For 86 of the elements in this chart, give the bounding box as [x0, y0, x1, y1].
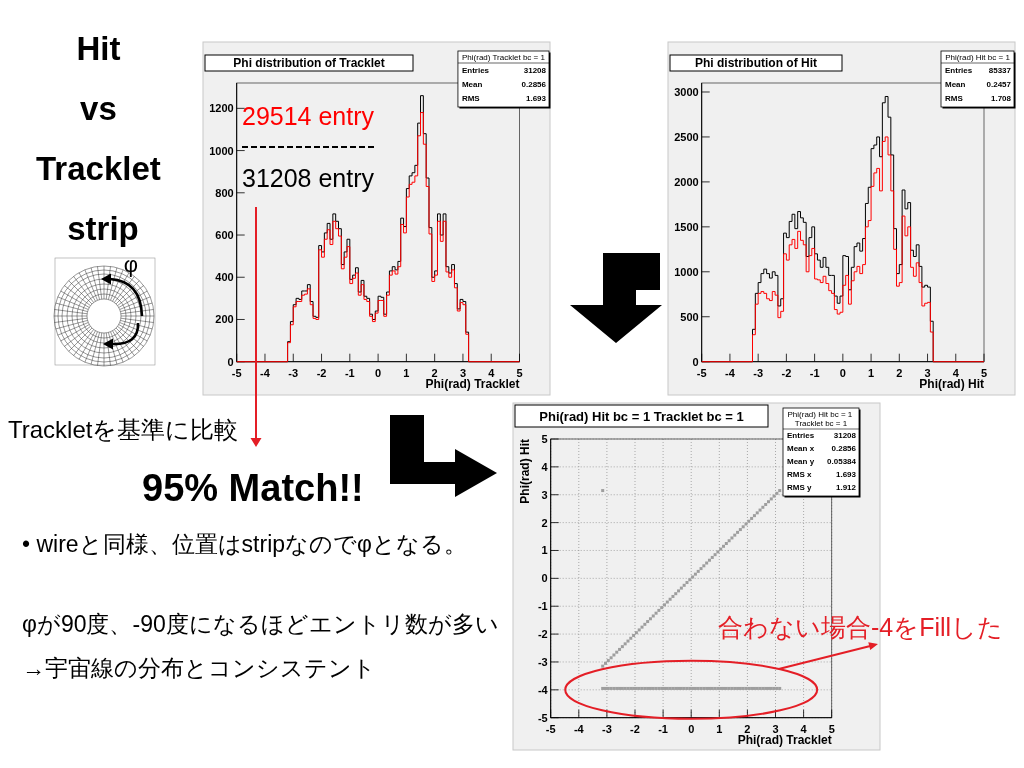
x-tick-label: 5 — [828, 722, 835, 735]
text: RMS 1.693 — [461, 94, 546, 103]
y-tick-label: 1200 — [209, 102, 234, 115]
text: Mean x 0.2856 — [787, 444, 856, 453]
x-tick-label: 4 — [488, 366, 496, 379]
x-tick-label: -3 — [288, 366, 299, 379]
x-tick-label: -2 — [630, 722, 640, 735]
x-tick-label: -3 — [602, 722, 612, 735]
x-tick-label: 4 — [952, 366, 960, 379]
text: RMS x 1.693 — [787, 470, 856, 479]
y-tick-label: -3 — [537, 655, 548, 668]
x-tick-label: -2 — [781, 366, 792, 379]
text: • wireと同様、位置はstripなのでφとなる。 — [22, 531, 467, 557]
text: Mean y 0.05384 — [787, 457, 856, 466]
y-tick-label: 200 — [215, 313, 234, 326]
x-tick-label: 5 — [516, 366, 523, 379]
y-tick-label: -2 — [537, 628, 548, 641]
x-tick-label: 3 — [459, 366, 466, 379]
text: Mean 0.2457 — [945, 80, 1011, 89]
x-tick-label: -1 — [809, 366, 820, 379]
x-tick-label: 1 — [868, 366, 875, 379]
y-tick-label: 0 — [692, 355, 699, 368]
x-tick-label: 0 — [839, 366, 846, 379]
text: Entries 31208 — [461, 66, 546, 75]
y-tick-label: 4 — [541, 460, 549, 473]
y-tick-label: 2500 — [674, 130, 699, 143]
y-tick-label: 3000 — [674, 85, 699, 98]
chart-title: Phi distribution of Hit — [695, 56, 817, 70]
text: RMS y 1.912 — [787, 483, 856, 492]
y-tick-label: -1 — [537, 600, 548, 613]
x-tick-label: -3 — [753, 366, 764, 379]
x-tick-label: -1 — [344, 366, 355, 379]
x-tick-label: 3 — [924, 366, 931, 379]
x-tick-label: -5 — [231, 366, 242, 379]
x-tick-label: 1 — [403, 366, 410, 379]
x-tick-label: 2 — [431, 366, 438, 379]
x-tick-label: -5 — [696, 366, 707, 379]
text: φが90度、-90度になるほどエントリ数が多い — [22, 611, 499, 637]
x-axis-title: Phi(rad) Tracklet — [737, 732, 832, 747]
text: Entries 31208 — [787, 431, 856, 440]
y-tick-label: 500 — [680, 310, 699, 323]
text: →宇宙線の分布とコンシステント — [22, 655, 376, 681]
y-tick-label: -4 — [537, 683, 549, 696]
y-tick-label: 5 — [541, 433, 548, 445]
x-tick-label: 5 — [980, 366, 988, 379]
y-axis-title: Phi(rad) Hit — [517, 439, 532, 504]
text: RMS 1.708 — [945, 94, 1011, 103]
x-axis-title: Phi(rad) Tracklet — [425, 376, 520, 391]
y-tick-label: 800 — [215, 186, 234, 199]
x-tick-label: 0 — [375, 366, 382, 379]
x-tick-label: 4 — [800, 722, 808, 735]
y-tick-label: 0 — [541, 572, 548, 585]
y-tick-label: 1 — [541, 544, 548, 557]
x-tick-label: -2 — [316, 366, 327, 379]
series-label: 31208 entry — [242, 164, 375, 192]
series-label: 29514 entry — [242, 102, 375, 130]
chart-title: Phi distribution of Tracklet — [233, 56, 385, 70]
y-tick-label: 1500 — [674, 220, 699, 233]
y-tick-label: 2 — [541, 516, 548, 529]
x-tick-label: -1 — [658, 722, 668, 735]
x-tick-label: -4 — [260, 366, 271, 379]
x-tick-label: 2 — [896, 366, 903, 379]
text: Mean 0.2856 — [461, 80, 546, 89]
y-tick-label: 2000 — [674, 175, 699, 188]
text: Entries 85337 — [945, 66, 1011, 75]
x-tick-label: 3 — [772, 722, 779, 735]
chart-title: Phi(rad) Hit bc = 1 Tracklet bc = 1 — [539, 408, 744, 424]
text: 95% Match!! — [142, 467, 364, 509]
x-tick-label: -4 — [725, 366, 736, 379]
text: Phi(rad) Hit bc = 1 Tracklet bc = 1 — [787, 410, 855, 428]
y-tick-label: -5 — [537, 711, 548, 724]
y-tick-label: 1000 — [674, 265, 699, 278]
y-tick-label: 400 — [215, 271, 234, 284]
text: Trackletを基準に比較 — [8, 416, 239, 443]
x-tick-label: 2 — [744, 722, 751, 735]
text: Phi(rad) Tracklet bc = 1 — [462, 53, 546, 62]
x-tick-label: -4 — [573, 722, 585, 735]
y-tick-label: 600 — [215, 229, 234, 242]
x-axis-title: Phi(rad) Hit — [919, 376, 984, 391]
x-tick-label: 1 — [716, 722, 723, 735]
y-tick-label: 3 — [541, 488, 548, 501]
y-tick-label: 0 — [227, 355, 234, 368]
y-tick-label: 1000 — [209, 144, 234, 157]
text: φ — [123, 252, 139, 277]
text: Hit vs Tracklet strip — [36, 30, 170, 247]
text: Phi(rad) Hit bc = 1 — [945, 53, 1011, 62]
